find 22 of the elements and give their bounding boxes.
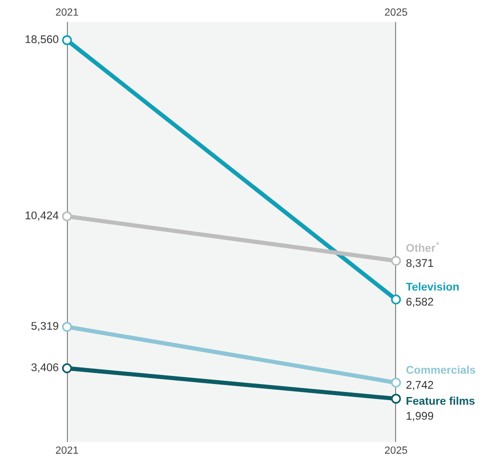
point (391, 394, 401, 404)
series-label: Commercials (406, 366, 476, 374)
data-label: 3,406 (31, 363, 58, 373)
point (62, 322, 72, 332)
point (391, 294, 401, 305)
data-label: 6,582 (406, 298, 434, 307)
point (62, 35, 72, 46)
category-label: 2025 (384, 8, 408, 16)
series-label: Feature films (406, 396, 475, 405)
point (62, 211, 72, 222)
point (391, 378, 401, 388)
data-label: 2,742 (406, 380, 434, 390)
point (391, 256, 401, 266)
data-label: 18,560 (26, 35, 58, 44)
data-label: 1,999 (406, 412, 434, 422)
data-label: 5,319 (31, 322, 58, 332)
series-label: Other$^{*}$ (406, 242, 440, 252)
point (62, 363, 72, 374)
category-label: 2021 (56, 8, 78, 16)
data-label: 8,371 (406, 259, 434, 268)
series-label: Television (406, 282, 459, 291)
data-label: 10,424 (26, 211, 58, 221)
